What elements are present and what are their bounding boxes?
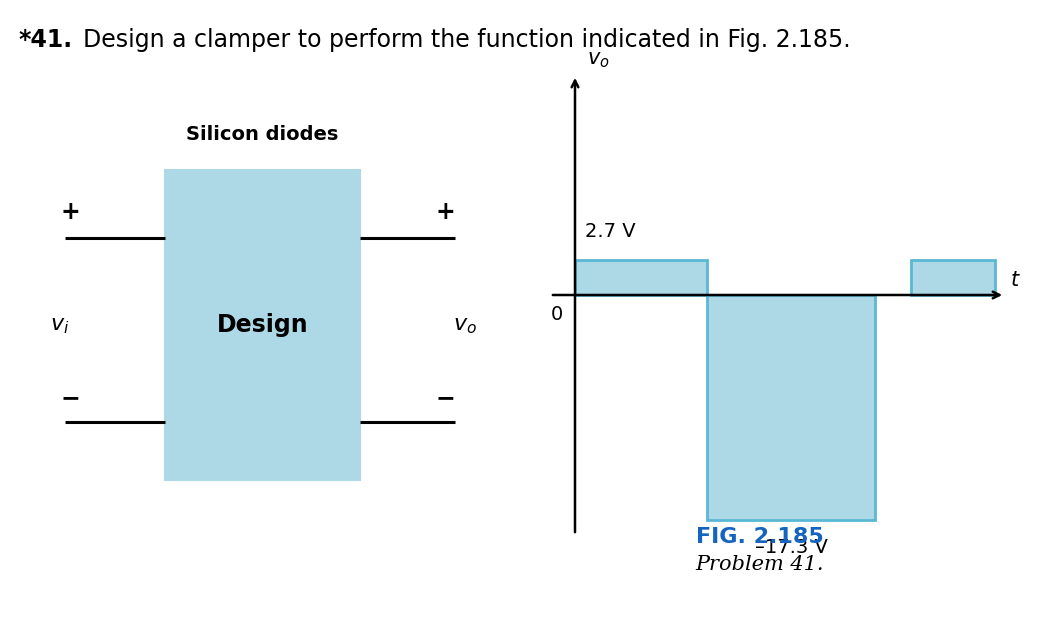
Text: 2.7 V: 2.7 V: [585, 222, 635, 241]
Bar: [575, 260, 707, 295]
Text: –17.3 V: –17.3 V: [755, 538, 827, 558]
Text: 0: 0: [551, 306, 564, 324]
Text: FIG. 2.185: FIG. 2.185: [696, 527, 824, 547]
Text: $v_i$: $v_i$: [50, 314, 70, 336]
Text: Silicon diodes: Silicon diodes: [186, 126, 338, 144]
Text: −: −: [435, 386, 455, 410]
Text: $v_o$: $v_o$: [453, 314, 477, 336]
Bar: [707, 295, 875, 520]
Bar: [911, 260, 995, 295]
Bar: [165, 170, 360, 480]
Text: Problem 41.: Problem 41.: [695, 556, 824, 574]
Text: $v_o$: $v_o$: [588, 51, 609, 70]
Text: *41.: *41.: [18, 28, 72, 52]
Text: Design: Design: [217, 313, 308, 337]
Text: Design a clamper to perform the function indicated in Fig. 2.185.: Design a clamper to perform the function…: [69, 28, 850, 52]
Text: $t$: $t$: [1010, 271, 1020, 291]
Text: +: +: [60, 200, 80, 224]
Text: −: −: [60, 386, 80, 410]
Text: +: +: [435, 200, 455, 224]
